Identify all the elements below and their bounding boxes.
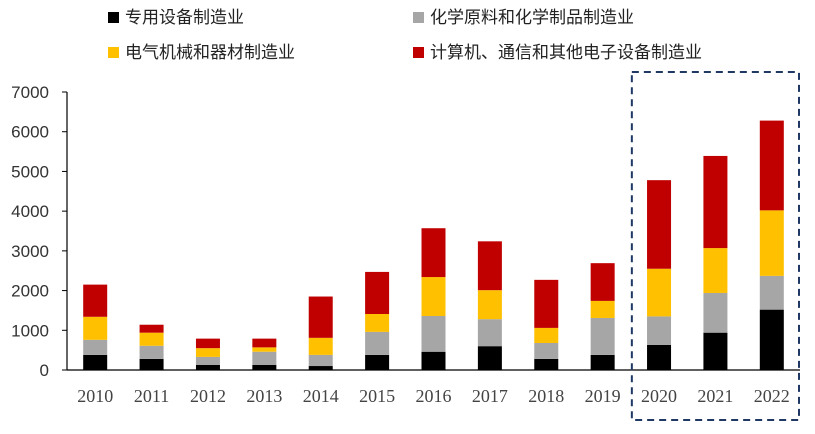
bar-2016-series-3	[421, 228, 446, 278]
x-tick-label-2022: 2022	[754, 386, 790, 406]
bar-2010-series-1	[83, 339, 108, 355]
bar-2016-series-1	[421, 315, 446, 352]
bar-2022-series-0	[759, 309, 784, 370]
bar-2016-series-2	[421, 277, 446, 316]
bar-2011-series-1	[139, 345, 164, 359]
bar-2015-series-2	[365, 314, 390, 332]
y-tick-label: 6000	[11, 123, 49, 142]
y-tick-label: 2000	[11, 282, 49, 301]
y-tick-label: 7000	[11, 83, 49, 102]
x-tick-label-2021: 2021	[697, 386, 733, 406]
bar-2012-series-1	[195, 356, 220, 365]
bar-2020-series-2	[647, 268, 672, 317]
bar-2020-series-1	[647, 316, 672, 345]
bar-2013-series-3	[252, 338, 277, 348]
highlight-dashed-box	[630, 71, 800, 421]
x-tick-label-2012: 2012	[190, 386, 226, 406]
x-tick-label-2015: 2015	[359, 386, 395, 406]
highlight-box	[630, 71, 800, 421]
bar-2014-series-1	[308, 354, 333, 367]
legend-swatch-3	[413, 47, 424, 58]
bar-2014-series-0	[308, 366, 333, 370]
x-tick-label-2010: 2010	[77, 386, 113, 406]
bar-2013-series-2	[252, 347, 277, 352]
bar-2021-series-2	[703, 248, 728, 293]
x-tick-label-2011: 2011	[134, 386, 169, 406]
legend-label-1: 化学原料和化学制品制造业	[430, 8, 634, 28]
bar-2011-series-3	[139, 324, 164, 333]
legend-label-0: 专用设备制造业	[125, 8, 244, 28]
x-tick-label-2020: 2020	[641, 386, 677, 406]
bar-2020-series-0	[647, 344, 672, 370]
legend-swatch-1	[413, 12, 424, 23]
y-tick-label: 0	[40, 361, 49, 380]
legend-label-2: 电气机械和器材制造业	[125, 43, 295, 63]
x-tick-label-2013: 2013	[246, 386, 282, 406]
bar-2011-series-2	[139, 332, 164, 346]
x-tick-label-2018: 2018	[528, 386, 564, 406]
bar-2018-series-3	[534, 279, 559, 328]
bar-2011-series-0	[139, 358, 164, 370]
legend-swatch-0	[108, 12, 119, 23]
bar-2013-series-0	[252, 364, 277, 370]
bar-2014-series-2	[308, 337, 333, 355]
bar-2012-series-3	[195, 338, 220, 349]
bar-2022-series-2	[759, 210, 784, 276]
axes: 0 1000 2000 3000 4000 5000 6000 7000 2010 2011 201…	[11, 83, 800, 406]
bar-2012-series-0	[195, 364, 220, 370]
bar-2015-series-1	[365, 331, 390, 355]
bar-2019-series-2	[590, 300, 615, 318]
bar-2022-series-1	[759, 275, 784, 310]
bar-2010-series-0	[83, 354, 108, 370]
bar-2019-series-0	[590, 354, 615, 370]
y-tick-label: 4000	[11, 202, 49, 221]
bar-2017-series-3	[477, 241, 502, 291]
bar-2019-series-1	[590, 317, 615, 355]
bar-2016-series-0	[421, 351, 446, 370]
x-tick-label-2017: 2017	[472, 386, 508, 406]
bar-2018-series-2	[534, 327, 559, 343]
bar-2010-series-2	[83, 316, 108, 340]
bar-2021-series-1	[703, 292, 728, 333]
x-tick-label-2014: 2014	[303, 386, 339, 406]
x-tick-label-2016: 2016	[416, 386, 452, 406]
y-tick-label: 5000	[11, 162, 49, 181]
bar-2018-series-0	[534, 358, 559, 370]
bar-2021-series-0	[703, 332, 728, 370]
bar-2017-series-2	[477, 290, 502, 320]
bar-2020-series-3	[647, 180, 672, 269]
bar-2017-series-1	[477, 319, 502, 347]
bar-2018-series-1	[534, 342, 559, 359]
x-tick-label-2019: 2019	[585, 386, 621, 406]
legend-label-3: 计算机、通信和其他电子设备制造业	[430, 43, 702, 63]
bar-2021-series-3	[703, 155, 728, 249]
y-tick-label: 3000	[11, 242, 49, 261]
bar-2010-series-3	[83, 284, 108, 317]
bar-2014-series-3	[308, 296, 333, 338]
legend-swatch-2	[108, 47, 119, 58]
bar-2015-series-0	[365, 354, 390, 370]
bar-2015-series-3	[365, 271, 390, 315]
bar-2017-series-0	[477, 346, 502, 370]
bar-2012-series-2	[195, 348, 220, 357]
bar-2013-series-1	[252, 351, 277, 365]
bars	[83, 120, 784, 370]
bar-2019-series-3	[590, 263, 615, 301]
y-tick-label: 1000	[11, 321, 49, 340]
bar-2022-series-3	[759, 120, 784, 211]
